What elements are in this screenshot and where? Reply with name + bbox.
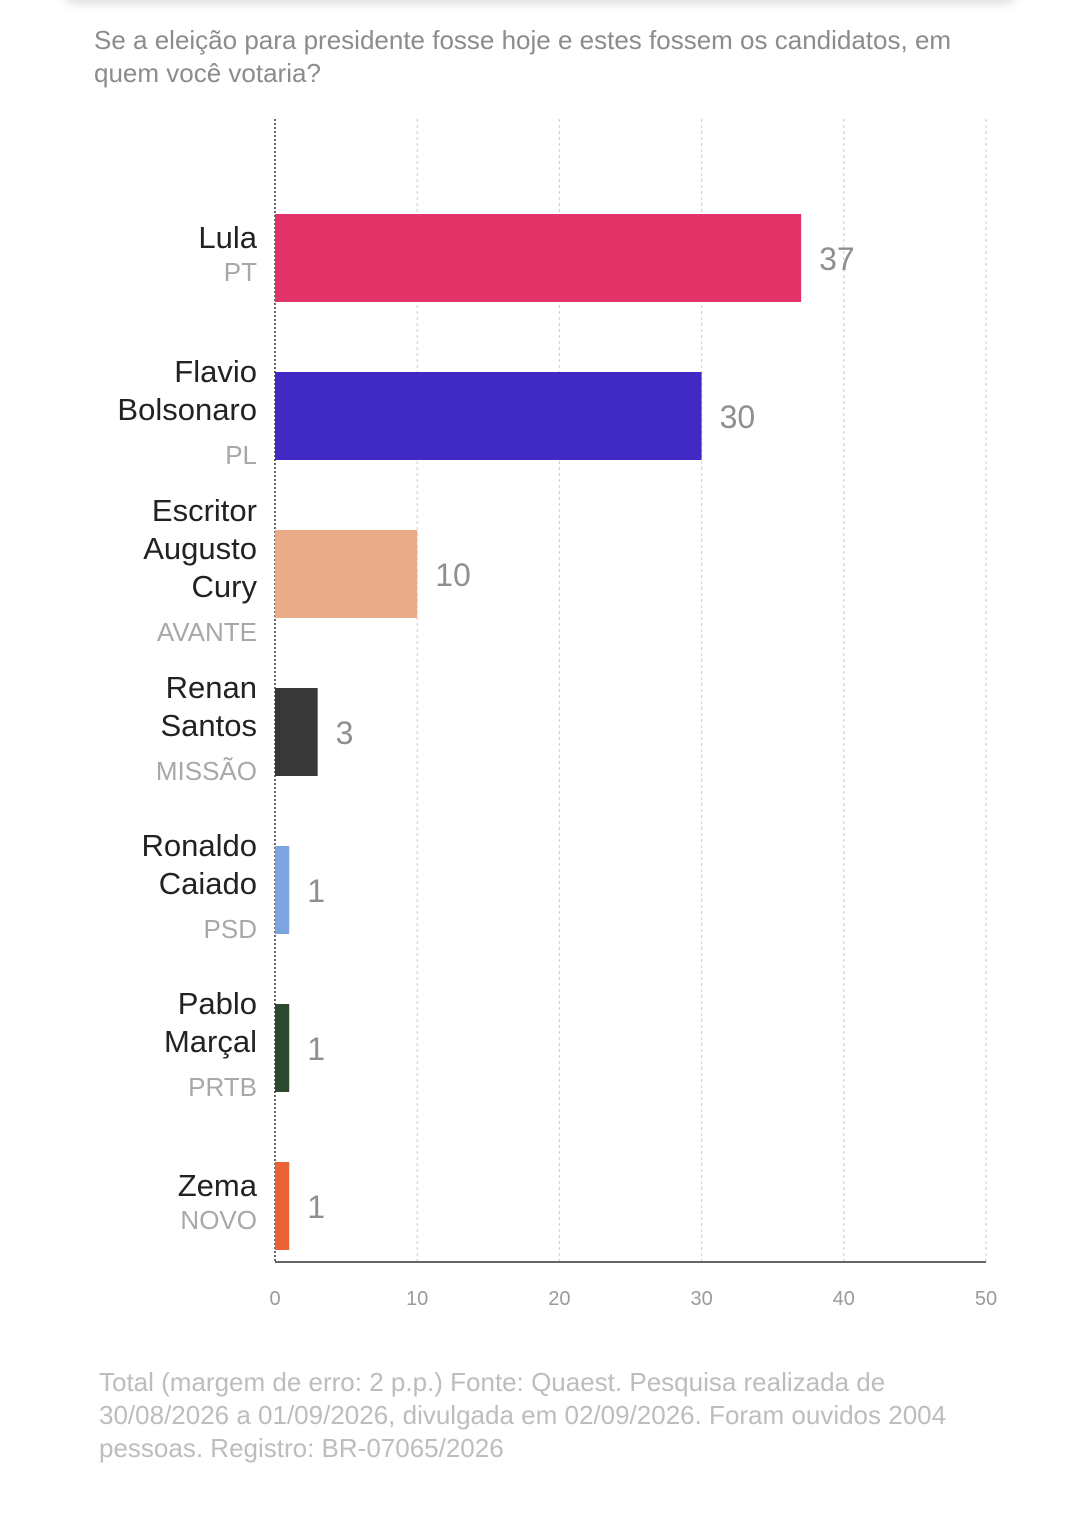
x-tick-label: 50: [975, 1288, 997, 1310]
candidate-name: Renan: [166, 670, 257, 705]
candidate-name: Ronaldo: [142, 828, 257, 863]
bar-value-label: 37: [819, 241, 855, 277]
bar-value-label: 1: [307, 873, 325, 909]
bar: [275, 1162, 290, 1250]
x-tick-label: 40: [833, 1288, 855, 1310]
x-tick-label: 0: [269, 1288, 280, 1310]
x-tick-label: 10: [406, 1288, 428, 1310]
bar: [275, 214, 802, 302]
bar-value-label: 1: [307, 1031, 325, 1067]
candidate-party: PSD: [204, 914, 257, 944]
bar-value-label: 3: [336, 715, 354, 751]
candidate-name: Cury: [192, 569, 258, 604]
candidate-name: Marçal: [164, 1024, 257, 1059]
bar-value-label: 30: [720, 399, 756, 435]
candidate-party: PL: [225, 440, 257, 470]
bar: [275, 372, 702, 460]
candidate-name: Flavio: [174, 354, 257, 389]
x-tick-label: 20: [548, 1288, 570, 1310]
bar-value-label: 1: [307, 1189, 325, 1225]
bar-value-label: 10: [435, 557, 471, 593]
x-tick-label: 30: [690, 1288, 712, 1310]
chart-source-note: Total (margem de erro: 2 p.p.) Fonte: Qu…: [99, 1367, 947, 1463]
candidate-party: MISSÃO: [156, 756, 257, 786]
candidate-party: NOVO: [180, 1205, 257, 1235]
bar: [275, 846, 290, 934]
chart-question: Se a eleição para presidente fosse hoje …: [94, 25, 952, 88]
candidate-party: PRTB: [188, 1072, 257, 1102]
candidate-name: Bolsonaro: [117, 392, 257, 427]
bar: [275, 688, 318, 776]
candidate-name: Santos: [160, 708, 257, 743]
candidate-party: AVANTE: [157, 617, 257, 647]
candidate-name: Zema: [178, 1168, 258, 1203]
candidate-party: PT: [224, 257, 257, 287]
candidate-name: Lula: [198, 220, 257, 255]
candidate-name: Caiado: [159, 866, 257, 901]
candidate-name: Escritor: [152, 493, 257, 528]
bar: [275, 530, 418, 618]
bar: [275, 1004, 290, 1092]
candidate-name: Pablo: [178, 986, 257, 1021]
candidate-name: Augusto: [143, 531, 257, 566]
